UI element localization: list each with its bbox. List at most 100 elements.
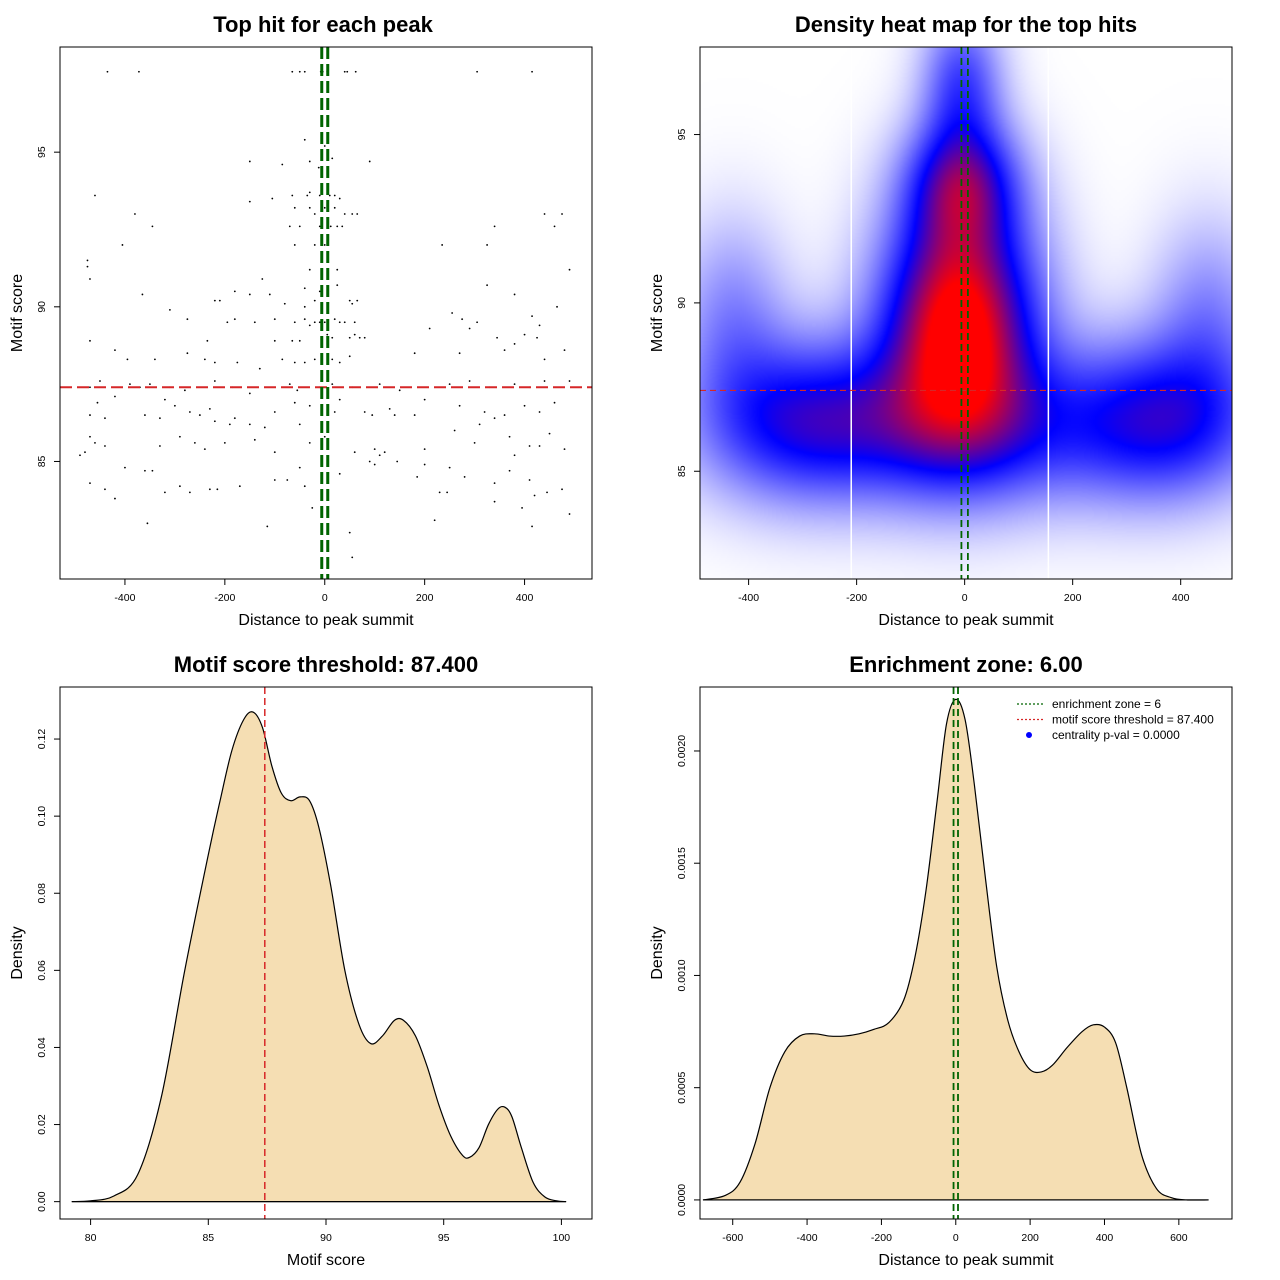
- scatter-point: [213, 299, 216, 302]
- scatter-point: [348, 336, 351, 339]
- scatter-point: [503, 414, 506, 416]
- scatter-point: [453, 429, 456, 432]
- scatter-point: [333, 206, 336, 209]
- scatter-title: Top hit for each peak: [213, 12, 433, 37]
- scatter-point: [353, 333, 356, 336]
- scatter-point: [303, 361, 306, 364]
- scatter-point: [341, 225, 344, 228]
- scatter-point: [283, 302, 286, 305]
- scatter-point: [521, 506, 523, 509]
- scatter-point: [508, 435, 511, 438]
- scatter-point: [104, 488, 106, 491]
- scatter-point: [188, 411, 191, 413]
- scatter-point: [346, 70, 349, 73]
- scatter-point: [144, 469, 146, 472]
- scatter-point: [198, 414, 201, 416]
- score-density-x-tick-label: 85: [202, 1232, 214, 1244]
- scatter-point: [338, 472, 341, 475]
- scatter-point: [351, 556, 354, 559]
- scatter-point: [416, 476, 419, 478]
- scatter-point: [193, 442, 196, 444]
- scatter-point: [298, 70, 301, 73]
- heatmap-x-tick-label: -200: [846, 592, 867, 604]
- scatter-point: [308, 442, 311, 444]
- scatter-point: [273, 479, 276, 481]
- scatter-point: [413, 352, 416, 355]
- scatter-plot-frame: [59, 46, 593, 580]
- distance-density-plot-frame: [699, 686, 1233, 1220]
- scatter-point: [318, 290, 321, 293]
- scatter-point: [331, 157, 334, 160]
- scatter-point: [94, 194, 96, 197]
- scatter-point: [458, 404, 461, 407]
- score-density-y-label: Density: [9, 926, 26, 979]
- scatter-point: [186, 352, 189, 355]
- scatter-point: [396, 460, 399, 463]
- heatmap-canvas: [700, 47, 1232, 579]
- scatter-y-tick-label: 90: [36, 301, 48, 313]
- scatter-point: [248, 200, 251, 203]
- scatter-point: [89, 339, 91, 342]
- score-density-y-axis: 0.00 0.02 0.04 0.06 0.08 0.10 0.12: [36, 729, 60, 1212]
- scatter-point: [218, 299, 221, 302]
- scatter-point: [531, 315, 533, 317]
- distance-density-y-tick-label: 0.0010: [676, 959, 688, 991]
- legend: enrichment zone = 6 motif score threshol…: [1017, 697, 1214, 742]
- scatter-point: [363, 336, 366, 339]
- score-density-x-axis: 80 85 90 95 100: [85, 1219, 570, 1244]
- scatter-point: [313, 321, 316, 324]
- scatter-point: [358, 336, 361, 339]
- scatter-point: [288, 225, 291, 228]
- scatter-point: [338, 321, 341, 324]
- scatter-point: [356, 213, 359, 215]
- scatter-point: [303, 318, 306, 321]
- scatter-x-tick-label: -200: [214, 592, 235, 604]
- scatter-point: [293, 206, 296, 209]
- scatter-point: [513, 383, 516, 386]
- score-density-y-tick-label: 0.10: [36, 806, 48, 827]
- scatter-point: [253, 438, 256, 441]
- scatter-point: [348, 531, 351, 534]
- scatter-point: [563, 349, 566, 352]
- scatter-point: [233, 290, 236, 293]
- scatter-point: [216, 488, 219, 491]
- distance-density-curve: [702, 698, 1209, 1201]
- distance-density-x-axis: -600 -400 -200 0 200 400 600: [722, 1219, 1188, 1244]
- scatter-point: [323, 206, 326, 209]
- heatmap-x-tick-label: -400: [738, 592, 759, 604]
- distance-density-panel: Enrichment zone: 6.00 -600 -400 -200 0 200 40…: [649, 652, 1233, 1269]
- scatter-point: [371, 414, 374, 416]
- scatter-point: [538, 324, 541, 327]
- scatter-point: [298, 466, 301, 469]
- distance-density-x-tick-label: -200: [871, 1232, 892, 1244]
- scatter-point: [368, 460, 371, 463]
- scatter-point: [273, 451, 276, 454]
- scatter-point: [164, 491, 166, 494]
- scatter-point: [317, 166, 320, 169]
- scatter-point: [556, 305, 558, 308]
- scatter-point: [178, 435, 181, 438]
- distance-density-x-label: Distance to peak summit: [878, 1252, 1054, 1269]
- scatter-point: [343, 70, 346, 73]
- scatter-point: [333, 194, 336, 197]
- scatter-point: [493, 500, 496, 503]
- scatter-point: [523, 404, 526, 407]
- scatter-point: [354, 70, 357, 73]
- scatter-point: [273, 411, 276, 413]
- scatter-point: [233, 417, 236, 420]
- score-density-y-tick-label: 0.04: [36, 1037, 48, 1058]
- scatter-point: [308, 191, 311, 194]
- scatter-point: [328, 194, 331, 197]
- scatter-point: [448, 466, 451, 469]
- score-density-title: Motif score threshold: 87.400: [174, 652, 478, 677]
- heatmap-x-tick-label: 0: [962, 592, 968, 604]
- scatter-point: [548, 432, 551, 435]
- score-density-x-label: Motif score: [287, 1252, 365, 1269]
- score-density-x-tick-label: 80: [85, 1232, 97, 1244]
- scatter-point: [523, 333, 526, 336]
- scatter-point: [483, 411, 486, 413]
- scatter-point: [363, 411, 366, 413]
- heatmap-x-axis: -400 -200 0 200 400: [738, 579, 1190, 604]
- scatter-point: [258, 367, 261, 370]
